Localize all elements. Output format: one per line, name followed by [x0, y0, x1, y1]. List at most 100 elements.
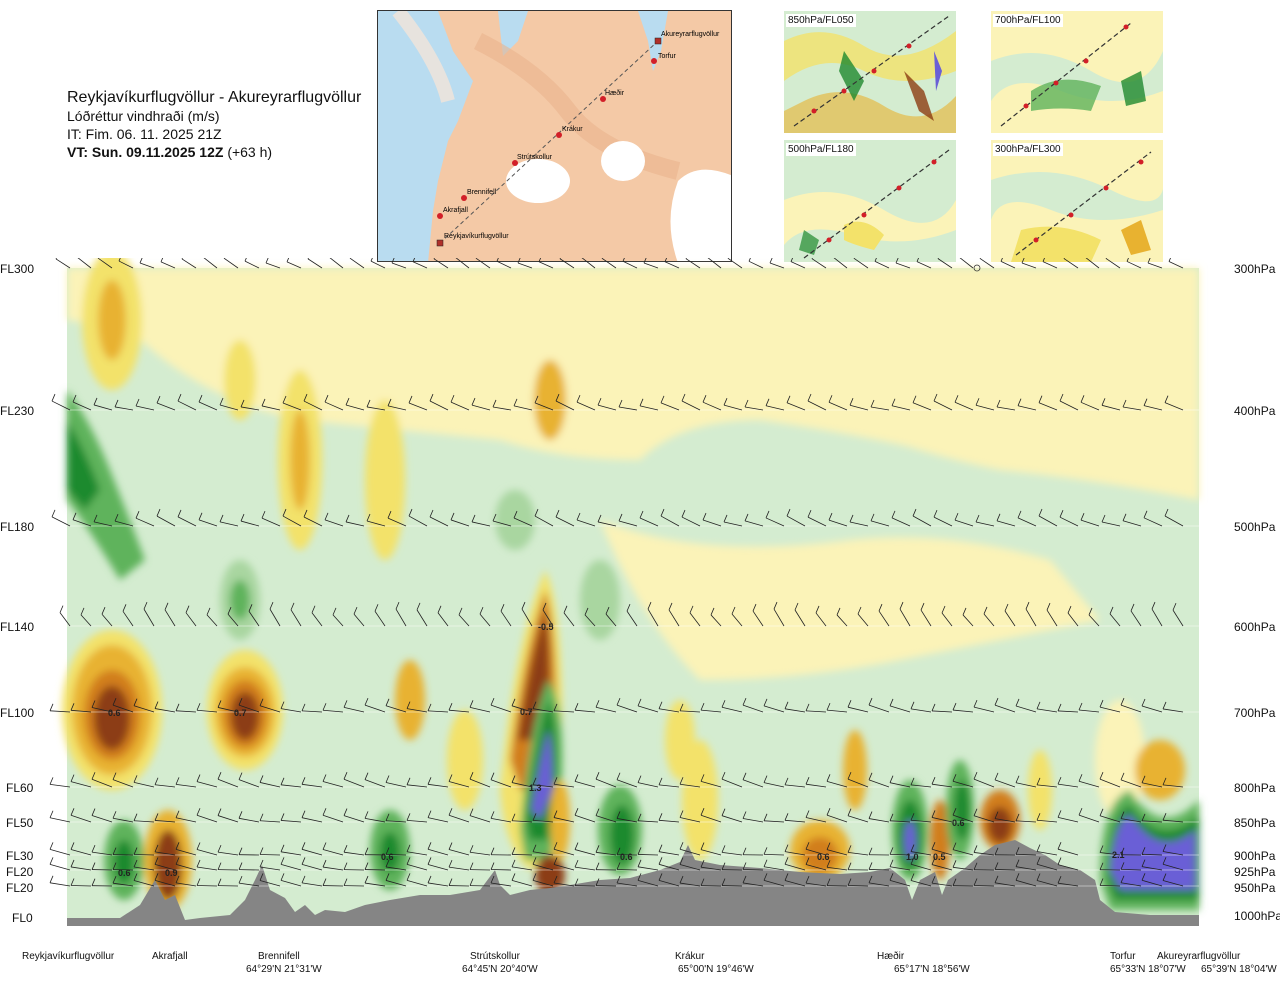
wind-barb — [752, 610, 764, 627]
level-label-left: FL230 — [0, 404, 35, 418]
wind-barb — [826, 866, 848, 871]
wind-barb-feather — [135, 398, 140, 407]
wind-barb — [511, 866, 533, 871]
wind-barb — [217, 707, 239, 713]
wind-barb-feather — [1017, 398, 1022, 406]
wind-barb-feather — [427, 842, 432, 850]
wind-barb — [416, 609, 428, 627]
wind-barb-feather — [114, 513, 119, 522]
wind-barb-feather — [364, 697, 369, 706]
wind-barb — [49, 783, 71, 788]
wind-barb-feather — [679, 777, 684, 785]
wind-barb-feather — [763, 847, 768, 855]
wind-barb — [975, 521, 995, 527]
wind-barb — [853, 258, 869, 269]
wind-barb — [1046, 609, 1058, 627]
wind-barb-feather — [471, 397, 476, 406]
wind-barb — [76, 256, 92, 269]
wind-barb-feather — [931, 777, 936, 785]
wind-barb — [1099, 778, 1121, 788]
wind-barb-feather — [532, 777, 537, 785]
wind-barb-feather — [742, 697, 747, 706]
wind-barb-feather — [916, 254, 921, 262]
wind-barb — [983, 613, 995, 627]
wind-barb — [135, 405, 155, 411]
wind-barb-feather — [973, 862, 978, 870]
wind-barb-feather — [689, 605, 694, 614]
wind-barb-feather — [975, 514, 980, 523]
wind-barb-feather — [51, 393, 56, 402]
wind-barb — [580, 256, 596, 269]
wind-barb-feather — [448, 808, 453, 816]
wind-barb — [1000, 261, 1016, 269]
wind-barb — [637, 866, 659, 871]
wind-barb — [933, 516, 953, 527]
wind-barb-feather — [931, 857, 936, 865]
wind-barb — [490, 779, 512, 788]
wind-barb — [597, 404, 617, 411]
wind-barb-feather — [164, 602, 169, 610]
wind-barb-feather — [259, 859, 264, 868]
wind-barb — [370, 260, 386, 269]
wind-barb-feather — [658, 777, 663, 786]
wind-barb — [889, 866, 911, 871]
wind-barb — [114, 406, 134, 411]
wind-barb-feather — [721, 878, 726, 886]
wind-barb — [469, 706, 491, 713]
wind-barb — [450, 519, 470, 527]
wind-barb — [227, 613, 239, 627]
wind-barb-feather — [280, 777, 285, 785]
wind-barb-feather — [469, 878, 474, 886]
location-name: Akureyrarflugvöllur — [1157, 951, 1241, 962]
wind-barb-feather — [290, 602, 295, 611]
wind-barb-feather — [637, 859, 642, 867]
wind-barb-feather — [471, 514, 476, 523]
wind-barb-feather — [280, 813, 285, 821]
wind-barb-feather — [416, 602, 421, 611]
wind-barb-feather — [1036, 777, 1041, 786]
wind-barb-feather — [206, 607, 211, 616]
wind-barb — [870, 520, 890, 527]
wind-barb-feather — [198, 512, 203, 520]
wind-barb — [763, 705, 785, 713]
wind-barb — [595, 706, 617, 713]
wind-barb-feather — [639, 510, 644, 519]
panel-300hpa-label: 300hPa/FL300 — [993, 143, 1063, 156]
wind-barb-feather — [1004, 603, 1009, 612]
wind-barb-feather — [700, 860, 705, 868]
wind-barb-feather — [826, 860, 831, 868]
map-label-reykjavik: Reykjavíkurflugvöllur — [444, 233, 509, 240]
wind-barb-feather — [994, 697, 999, 706]
valid-time: VT: Sun. 09.11.2025 12Z (+63 h) — [67, 143, 361, 161]
wind-barb — [290, 609, 302, 627]
wind-barb-feather — [1130, 603, 1135, 612]
wind-barb — [679, 864, 701, 871]
wind-barb-feather — [742, 847, 747, 855]
wind-barb — [1036, 851, 1058, 856]
wind-barb-feather — [412, 254, 417, 262]
wind-barb-feather — [784, 857, 789, 865]
wind-barb-feather — [406, 701, 411, 709]
wind-barb-feather — [1172, 602, 1177, 611]
wind-barb — [219, 404, 239, 411]
wind-barb — [280, 879, 302, 887]
wind-barb-feather — [910, 701, 915, 709]
quantity-label: Lóðréttur vindhraði (m/s) — [67, 108, 220, 124]
wind-barb — [1162, 880, 1184, 887]
wind-barb-feather — [154, 857, 159, 865]
wind-barb-feather — [343, 700, 348, 708]
wind-barb-feather — [721, 771, 726, 780]
wind-barb — [238, 882, 260, 887]
wind-barb — [763, 782, 785, 788]
wind-barb — [597, 521, 617, 527]
wind-barb — [196, 709, 218, 713]
valid-time-offset: (+63 h) — [227, 144, 273, 160]
wind-barb — [91, 707, 113, 713]
wind-barb-feather — [185, 605, 190, 613]
wind-barb — [177, 400, 197, 411]
wind-barb — [122, 611, 134, 627]
wind-barb — [374, 611, 386, 627]
wind-barb — [1042, 261, 1058, 269]
wind-barb-feather — [1120, 862, 1125, 870]
wind-barb — [889, 782, 911, 788]
